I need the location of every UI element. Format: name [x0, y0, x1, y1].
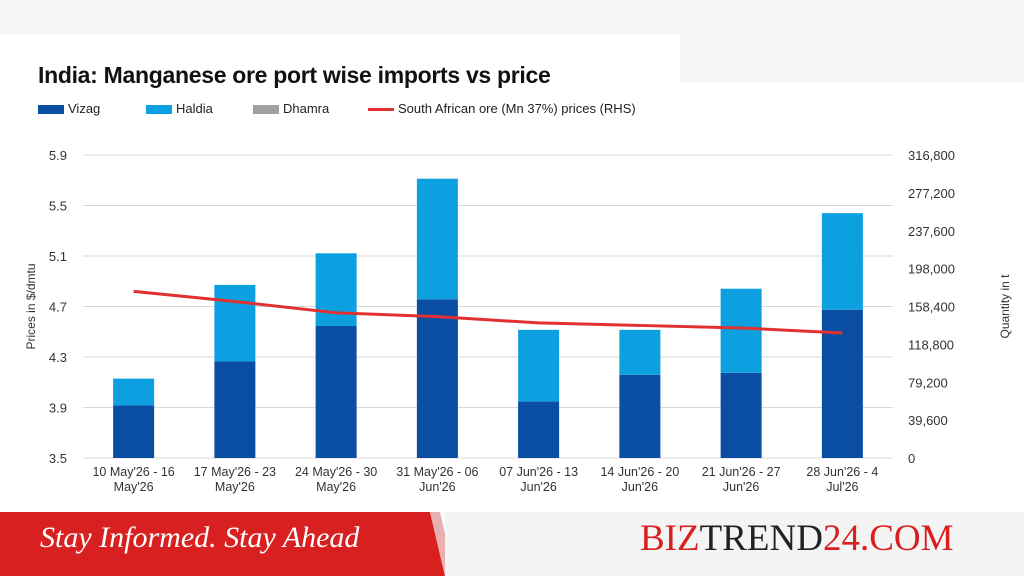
bar-haldia	[113, 378, 155, 406]
x-tick-label: 07 Jun'26 - 13	[499, 465, 578, 479]
legend-swatch-vizag	[38, 105, 64, 114]
y2-tick-label: 237,600	[908, 224, 955, 239]
bar-haldia	[214, 284, 256, 362]
x-tick-label: May'26	[316, 480, 356, 494]
x-tick-label: Jun'26	[723, 480, 759, 494]
y-axis-title: Prices in $/dmtu	[24, 263, 38, 349]
y-tick-label: 3.5	[49, 451, 67, 466]
legend-label-haldia: Haldia	[176, 101, 213, 116]
y2-tick-label: 198,000	[908, 262, 955, 277]
y-tick-label: 4.7	[49, 300, 67, 315]
x-tick-label: Jun'26	[622, 480, 658, 494]
bar-vizag	[214, 361, 256, 458]
legend-label-vizag: Vizag	[68, 101, 101, 116]
legend-label-dhamra: Dhamra	[283, 101, 330, 116]
legend-swatch-dhamra	[253, 105, 279, 114]
bar-haldia	[315, 253, 357, 327]
y2-tick-label: 316,800	[908, 148, 955, 163]
y2-tick-label: 118,800	[908, 337, 954, 352]
y2-tick-label: 39,600	[908, 413, 948, 428]
x-tick-label: 17 May'26 - 23	[194, 465, 276, 479]
legend-swatch-price	[368, 108, 394, 111]
y2-axis-title: Quantity in t	[998, 274, 1012, 339]
x-tick-label: May'26	[215, 480, 255, 494]
chart-title: India: Manganese ore port wise imports v…	[38, 62, 551, 88]
brand-part-24com: 24.COM	[822, 518, 954, 559]
x-tick-label: 31 May'26 - 06	[396, 465, 478, 479]
bar-haldia	[720, 288, 762, 373]
bar-vizag	[821, 309, 863, 458]
legend-swatch-haldia	[146, 105, 172, 114]
bar-vizag	[113, 405, 155, 458]
bar-haldia	[619, 329, 661, 375]
x-tick-label: Jul'26	[826, 480, 858, 494]
bar-vizag	[720, 372, 762, 458]
x-tick-label: 24 May'26 - 30	[295, 465, 377, 479]
legend-label-price: South African ore (Mn 37%) prices (RHS)	[398, 101, 636, 116]
brand-background	[445, 512, 1024, 576]
brand-part-biz: BIZ	[640, 518, 700, 559]
x-tick-label: 21 Jun'26 - 27	[702, 465, 781, 479]
bar-vizag	[518, 401, 560, 458]
y-tick-label: 5.9	[49, 148, 67, 163]
y-tick-label: 4.3	[49, 350, 67, 365]
bar-vizag	[619, 374, 661, 458]
price-line	[133, 289, 843, 335]
bar-haldia	[416, 178, 458, 300]
y2-tick-label: 277,200	[908, 186, 955, 201]
y-tick-label: 5.1	[49, 249, 67, 264]
chart-plot: 5.9 5.5 5.1 4.7 4.3 3.9 3.5 316,800 277,200 237,6…	[24, 148, 1012, 494]
top-strip-right	[680, 0, 1024, 82]
bar-haldia	[821, 213, 863, 310]
x-tick-label: 10 May'26 - 16	[92, 465, 174, 479]
y-tick-label: 3.9	[49, 401, 67, 416]
x-tick-label: Jun'26	[520, 480, 556, 494]
x-tick-label: 28 Jun'26 - 4	[806, 465, 878, 479]
bar-haldia	[518, 329, 560, 402]
brand-logo[interactable]: BIZTREND24.COM	[640, 517, 954, 560]
tagline-banner	[0, 512, 445, 576]
brand-part-trend: TREND	[699, 518, 823, 559]
y-tick-label: 5.5	[49, 199, 67, 214]
tagline-text: Stay Informed. Stay Ahead	[40, 521, 360, 554]
x-tick-label: 14 Jun'26 - 20	[600, 465, 679, 479]
bar-vizag	[315, 326, 357, 458]
y2-tick-label: 158,400	[908, 300, 955, 315]
y2-tick-label: 0	[908, 451, 915, 466]
y2-tick-label: 79,200	[908, 375, 948, 390]
bar-vizag	[416, 299, 458, 458]
x-tick-label: May'26	[114, 480, 154, 494]
x-tick-label: Jun'26	[419, 480, 455, 494]
